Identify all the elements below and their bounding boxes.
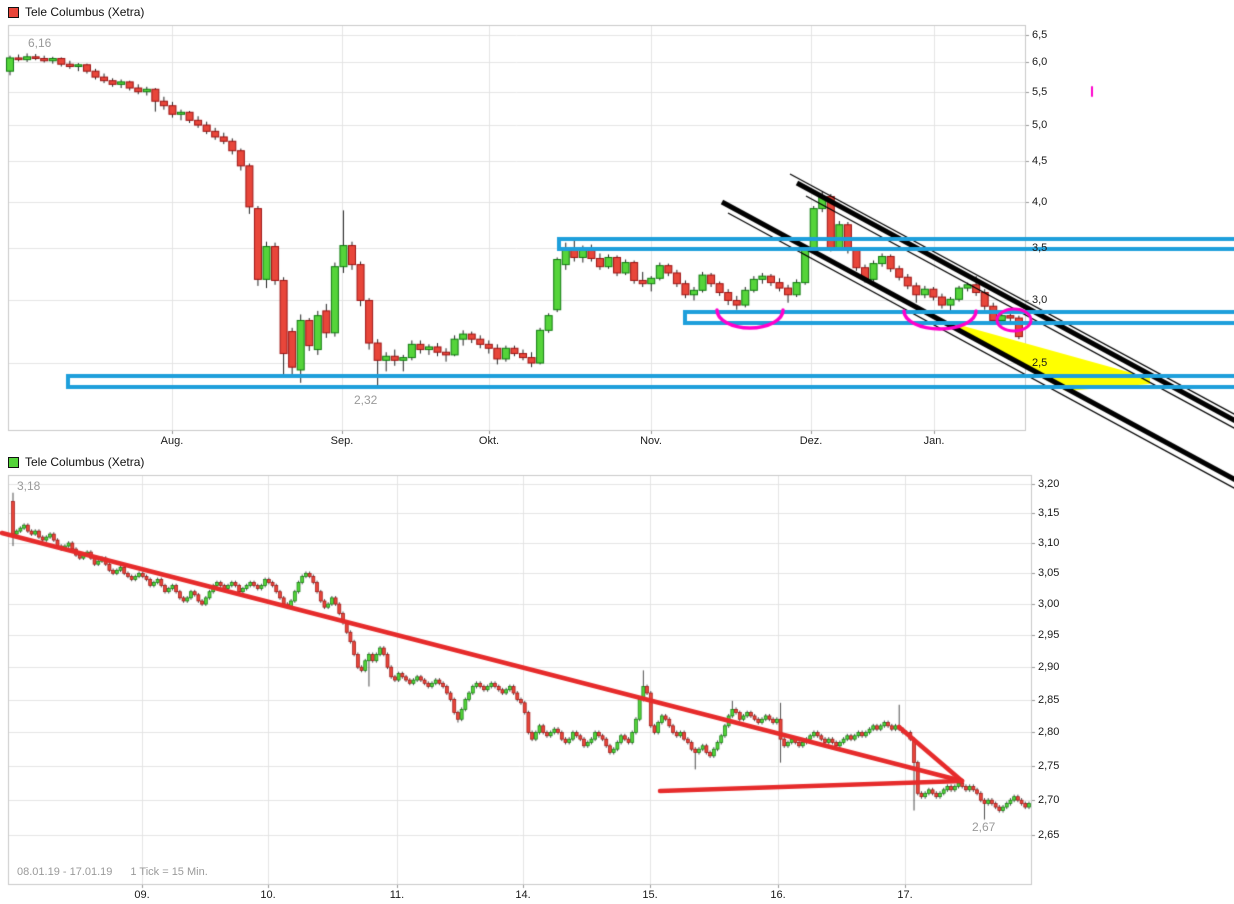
y-axis-tick-label: 4,0 (1032, 195, 1048, 208)
x-axis-tick-label: Sep. (330, 435, 354, 447)
y-axis-tick-label: 2,95 (1038, 628, 1060, 641)
daily-legend-swatch-icon (8, 6, 19, 18)
intraday-footer: 08.01.19 - 17.01.19 1 Tick = 15 Min. (17, 866, 226, 878)
x-axis-tick-label: 09. (134, 889, 150, 901)
y-axis-tick-label: 6,0 (1032, 55, 1048, 68)
y-axis-tick-label: 2,75 (1038, 759, 1060, 772)
daily-low-label: 2,32 (354, 393, 378, 407)
daily-chart-legend: Tele Columbus (Xetra) (8, 5, 144, 19)
footer-date-range: 08.01.19 - 17.01.19 (17, 866, 113, 878)
footer-tick-info: 1 Tick = 15 Min. (130, 866, 208, 878)
y-axis-tick-label: 3,05 (1038, 566, 1060, 579)
y-axis-tick-label: 3,10 (1038, 536, 1060, 549)
y-axis-tick-label: 2,85 (1038, 693, 1060, 706)
y-axis-tick-label: 2,70 (1038, 793, 1060, 806)
intraday-legend-swatch-icon (8, 456, 19, 468)
y-axis-tick-label: 2,80 (1038, 725, 1060, 738)
daily-chart-title: Tele Columbus (Xetra) (25, 5, 145, 19)
y-axis-tick-label: 3,0 (1032, 293, 1048, 306)
x-axis-tick-label: Jan. (923, 435, 945, 447)
x-axis-tick-label: Aug. (160, 435, 184, 447)
intraday-high-label: 3,18 (17, 479, 41, 493)
y-axis-tick-label: 2,5 (1032, 356, 1048, 369)
x-axis-tick-label: 11. (389, 889, 405, 901)
x-axis-tick-label: 10. (260, 889, 276, 901)
y-axis-tick-label: 4,5 (1032, 154, 1048, 167)
intraday-chart-title: Tele Columbus (Xetra) (25, 455, 145, 469)
daily-high-label: 6,16 (28, 36, 52, 50)
x-axis-tick-label: 14. (515, 889, 531, 901)
y-axis-tick-label: 6,5 (1032, 28, 1048, 41)
x-axis-tick-label: Nov. (640, 435, 662, 447)
y-axis-tick-label: 2,65 (1038, 828, 1060, 841)
intraday-chart-legend: Tele Columbus (Xetra) (8, 455, 144, 469)
x-axis-tick-label: 17. (897, 889, 913, 901)
x-axis-tick-label: Okt. (478, 435, 500, 447)
y-axis-tick-label: 2,90 (1038, 660, 1060, 673)
x-axis-tick-label: Dez. (799, 435, 823, 447)
y-axis-tick-label: 5,0 (1032, 118, 1048, 131)
y-axis-tick-label: 3,5 (1032, 241, 1048, 254)
x-axis-tick-label: 15. (642, 889, 658, 901)
y-axis-tick-label: 5,5 (1032, 85, 1048, 98)
y-axis-tick-label: 3,20 (1038, 477, 1060, 490)
intraday-low-label: 2,67 (972, 820, 996, 834)
x-axis-tick-label: 16. (770, 889, 786, 901)
y-axis-tick-label: 3,15 (1038, 506, 1060, 519)
y-axis-tick-label: 3,00 (1038, 597, 1060, 610)
